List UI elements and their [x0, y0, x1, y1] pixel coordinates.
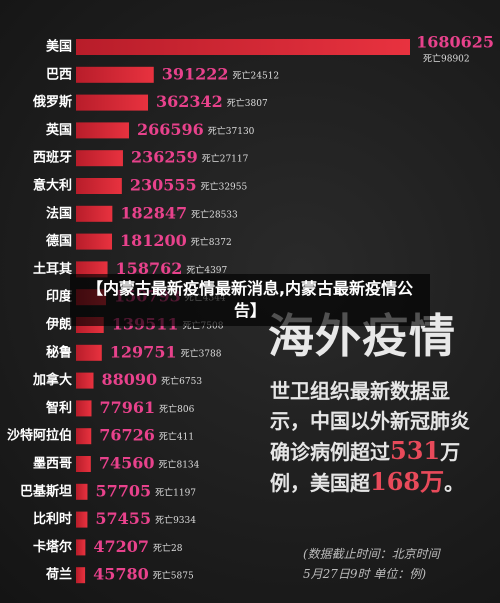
value-label: 47207 [93, 537, 149, 556]
category-label: 意大利 [33, 178, 72, 194]
annotation: 死亡6753 [161, 375, 202, 387]
bar [76, 456, 91, 472]
category-label: 秘鲁 [46, 344, 72, 360]
value-label: 181200 [120, 231, 187, 250]
paragraph-part: 168万 [370, 467, 445, 496]
category-label: 西班牙 [33, 150, 72, 166]
bar [76, 428, 92, 445]
annotation: 死亡28 [153, 542, 183, 554]
value-label: 182847 [120, 203, 187, 222]
annotation: 死亡32955 [201, 181, 248, 193]
note-line: 5月27日9时 单位：例) [303, 567, 427, 581]
bar [76, 150, 123, 167]
annotation: 死亡98902 [423, 53, 470, 65]
paragraph-part: 世卫组织最新数据显示，中国以外新冠肺炎确诊病例超过 [270, 379, 470, 464]
value-label: 57455 [95, 509, 151, 528]
category-label: 荷兰 [45, 567, 72, 583]
bar [76, 567, 86, 584]
annotation: 死亡28533 [191, 208, 238, 220]
category-label: 德国 [46, 233, 72, 249]
caption: 【内蒙古最新疫情最新消息,内蒙古最新疫情公告】 [70, 274, 430, 326]
value-label: 158762 [116, 259, 183, 278]
value-label: 74560 [99, 454, 155, 473]
annotation: 死亡411 [159, 431, 194, 443]
bar [76, 94, 149, 111]
annotation: 死亡806 [159, 403, 194, 415]
paragraph-part: 531 [390, 436, 441, 465]
value-label: 266596 [137, 120, 204, 139]
bar [76, 122, 129, 139]
paragraph-part: 。 [444, 471, 465, 495]
annotation: 死亡37130 [208, 125, 255, 137]
value-label: 76726 [99, 426, 155, 445]
bar [76, 511, 88, 528]
category-label: 美国 [46, 39, 72, 55]
value-label: 77961 [99, 398, 155, 417]
category-label: 英国 [45, 122, 72, 138]
value-label: 230555 [130, 176, 197, 195]
annotation: 死亡3788 [181, 347, 222, 359]
bar [76, 483, 88, 500]
value-label: 1680625 [416, 33, 494, 52]
value-label: 391222 [162, 64, 229, 83]
bar [76, 39, 410, 55]
bar [76, 400, 92, 417]
annotation: 死亡8372 [191, 236, 232, 248]
value-label: 88090 [102, 370, 158, 389]
annotation: 死亡24512 [233, 69, 280, 81]
category-label: 巴西 [46, 67, 72, 82]
category-label: 比利时 [33, 511, 72, 527]
category-label: 卡塔尔 [33, 539, 72, 555]
note-line: (数据截止时间：北京时间 [303, 547, 440, 561]
category-label: 墨西哥 [33, 456, 72, 472]
value-label: 129751 [110, 342, 177, 361]
bar [76, 261, 108, 278]
category-label: 加拿大 [32, 372, 72, 388]
value-label: 236259 [131, 148, 198, 167]
category-label: 法国 [46, 205, 72, 221]
category-label: 智利 [46, 400, 72, 416]
value-label: 362342 [156, 92, 223, 111]
bar [76, 539, 86, 556]
annotation: 死亡27117 [202, 153, 249, 165]
panel-note: (数据截止时间：北京时间 5月27日9时 单位：例) [303, 544, 440, 584]
category-label: 俄罗斯 [32, 94, 72, 110]
annotation: 死亡5875 [153, 570, 194, 582]
annotation: 死亡3807 [227, 97, 268, 109]
category-label: 沙特阿拉伯 [7, 428, 72, 444]
bar [76, 372, 94, 389]
category-label: 土耳其 [33, 261, 72, 277]
value-label: 57705 [95, 481, 151, 500]
annotation: 死亡4397 [186, 264, 227, 276]
value-label: 45780 [93, 565, 149, 584]
bar [76, 205, 113, 222]
bar [76, 344, 102, 361]
panel-paragraph: 世卫组织最新数据显示，中国以外新冠肺炎确诊病例超过531万例，美国超168万。 [270, 376, 475, 498]
category-label: 巴基斯坦 [20, 483, 72, 499]
bar [76, 66, 154, 83]
category-label: 伊朗 [45, 317, 72, 333]
bar [76, 233, 113, 250]
paragraph-part: 万例，美国超 [270, 440, 461, 495]
annotation: 死亡8134 [158, 459, 199, 471]
bar [76, 178, 122, 194]
annotation: 死亡9334 [155, 514, 196, 526]
annotation: 死亡1197 [155, 486, 196, 498]
category-label: 印度 [46, 289, 73, 305]
